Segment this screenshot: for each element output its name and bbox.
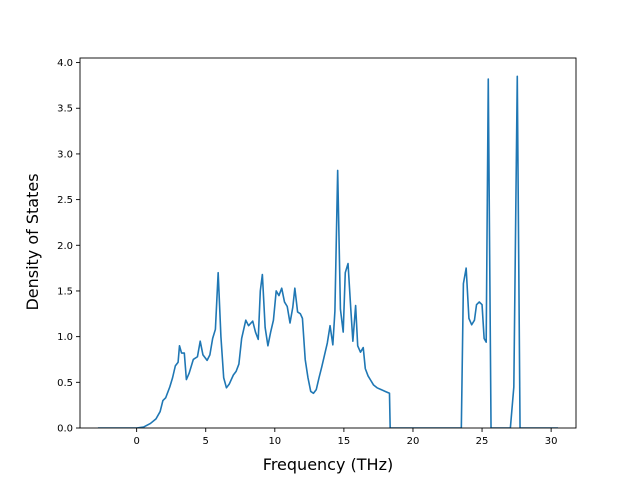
dos-series-line-0 [97,75,559,428]
axes-frame [79,57,577,429]
y-tick-label: 0.5 [57,378,73,389]
y-axis-label: Density of States [23,173,42,310]
y-tick-label: 4.0 [57,58,73,69]
y-tick-label: 2.5 [57,195,73,206]
x-tick-label: 30 [545,436,558,447]
y-tick-label: 1.5 [57,286,73,297]
y-tick-label: 3.5 [57,104,73,115]
x-tick-label: 15 [338,436,351,447]
x-axis-label: Frequency (THz) [263,455,393,474]
x-tick-label: 20 [407,436,420,447]
x-tick-label: 0 [133,436,139,447]
plot-area [97,75,559,428]
x-tick-label: 5 [203,436,209,447]
y-tick-label: 0.0 [57,424,73,435]
x-tick-label: 25 [476,436,489,447]
y-tick-label: 2.0 [57,241,73,252]
x-tick-label: 10 [268,436,281,447]
y-axis: 0.0 0.5 1.0 1.5 2.0 2.5 3.0 3.5 4.0 [57,58,80,435]
x-axis: 0 5 10 15 20 25 30 [133,428,557,447]
y-tick-label: 3.0 [57,149,73,160]
y-tick-label: 1.0 [57,332,73,343]
axes-border [79,57,577,429]
